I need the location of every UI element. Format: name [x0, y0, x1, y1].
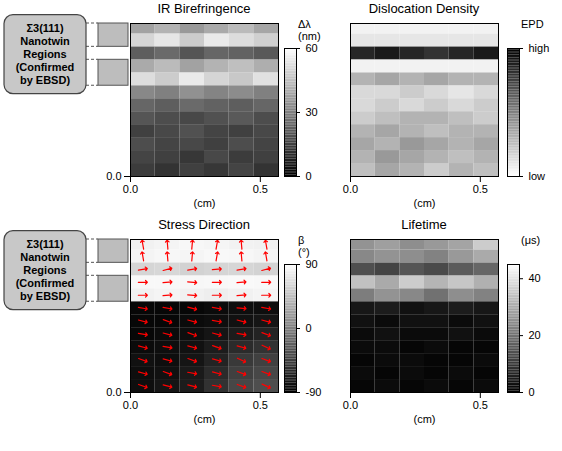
svg-text:30: 30: [306, 106, 318, 118]
html-text:(nm): (nm): [298, 30, 321, 42]
svg-text:(cm): (cm): [194, 413, 216, 425]
svg-text:90: 90: [306, 258, 318, 270]
svg-text:(cm): (cm): [414, 197, 436, 209]
svg-text:Σ3(111)NanotwinRegions(Confirm: Σ3(111)NanotwinRegions(Confirmedby EBSD): [16, 22, 75, 86]
svg-text:0.5: 0.5: [253, 399, 268, 411]
html-text:Lifetime: Lifetime: [401, 217, 447, 232]
svg-text:0.0: 0.0: [343, 183, 358, 195]
svg-text:60: 60: [306, 42, 318, 54]
html-text:Dislocation Density: Dislocation Density: [368, 1, 480, 16]
svg-text:0.5: 0.5: [253, 183, 268, 195]
svg-text:0.0: 0.0: [106, 386, 121, 398]
svg-text:0.0: 0.0: [123, 183, 138, 195]
svg-text:40: 40: [529, 272, 541, 284]
html-text:(μs): (μs): [521, 234, 541, 246]
html-text:EPD: EPD: [521, 18, 544, 30]
html-text:Stress Direction: Stress Direction: [158, 217, 250, 232]
svg-text:-90: -90: [306, 386, 322, 398]
svg-text:(cm): (cm): [414, 413, 436, 425]
svg-text:0.0: 0.0: [343, 399, 358, 411]
html-text:Δλ: Δλ: [298, 18, 311, 30]
html-text:IR Birefringence: IR Birefringence: [157, 1, 251, 16]
svg-text:20: 20: [529, 329, 541, 341]
svg-text:0.0: 0.0: [123, 399, 138, 411]
svg-text:0: 0: [306, 170, 312, 182]
svg-text:low: low: [529, 170, 546, 182]
svg-text:0.5: 0.5: [473, 399, 488, 411]
svg-text:0.5: 0.5: [473, 183, 488, 195]
svg-text:0: 0: [306, 322, 312, 334]
svg-text:0.0: 0.0: [106, 170, 121, 182]
svg-text:high: high: [529, 42, 550, 54]
html-text:β: β: [298, 234, 305, 246]
svg-text:(cm): (cm): [194, 197, 216, 209]
svg-text:0: 0: [529, 386, 535, 398]
svg-text:Σ3(111)NanotwinRegions(Confirm: Σ3(111)NanotwinRegions(Confirmedby EBSD): [16, 238, 75, 302]
